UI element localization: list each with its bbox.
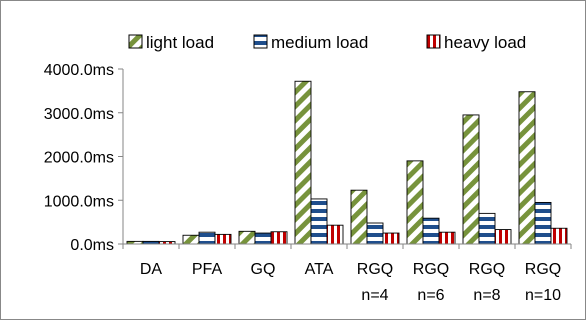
x-tick-label: RGQ n=10 bbox=[525, 261, 561, 304]
x-tick-label: RGQ n=6 bbox=[413, 261, 449, 304]
legend-label: medium load bbox=[271, 33, 368, 52]
y-tick-label: 2000.0ms bbox=[44, 150, 114, 167]
legend-label: light load bbox=[146, 33, 214, 52]
x-tick-label: RGQ n=8 bbox=[469, 261, 505, 304]
bar-heavy-load bbox=[494, 229, 512, 245]
bar-medium-load bbox=[422, 217, 440, 245]
x-tick-label: PFA bbox=[192, 261, 223, 278]
x-tick-label: GQ bbox=[251, 261, 276, 278]
bar-medium-load bbox=[534, 201, 552, 245]
bar-light-load bbox=[518, 91, 536, 245]
y-tick-label: 4000.0ms bbox=[44, 62, 114, 79]
bar-heavy-load bbox=[550, 227, 568, 245]
legend-swatch-medium-load bbox=[253, 34, 268, 49]
y-axis: 0.0ms 1000.0ms 2000.0ms 3000.0ms 4000.0ms bbox=[44, 62, 124, 254]
x-axis: DA PFA GQ ATA RGQ n=4 RGQ n=6 RGQ n=8 RGQ n=10 bbox=[122, 243, 572, 304]
bar-light-load bbox=[350, 189, 368, 245]
bar-medium-load bbox=[478, 212, 496, 245]
y-tick-label: 3000.0ms bbox=[44, 106, 114, 123]
legend-swatch-heavy-load bbox=[426, 34, 441, 49]
bar-light-load bbox=[462, 114, 480, 245]
bar-medium-load bbox=[366, 222, 384, 245]
legend-swatch-light-load bbox=[128, 34, 143, 49]
bar-heavy-load bbox=[382, 232, 400, 245]
x-tick-label: RGQ n=4 bbox=[357, 261, 393, 304]
bars-group bbox=[126, 80, 568, 245]
y-tick-label: 0.0ms bbox=[70, 237, 114, 254]
bar-heavy-load bbox=[270, 231, 288, 245]
bar-medium-load bbox=[254, 232, 272, 245]
x-tick-label: DA bbox=[140, 261, 163, 278]
x-tick-label: ATA bbox=[305, 261, 334, 278]
legend-label: heavy load bbox=[444, 33, 526, 52]
bar-medium-load bbox=[198, 231, 216, 245]
y-tick-label: 1000.0ms bbox=[44, 193, 114, 210]
bar-light-load bbox=[294, 80, 312, 245]
bar-light-load bbox=[406, 160, 424, 245]
bar-medium-load bbox=[310, 198, 328, 245]
bar-light-load bbox=[182, 234, 200, 245]
bar-light-load bbox=[238, 230, 256, 245]
bar-heavy-load bbox=[214, 233, 232, 245]
chart-legend: light load medium load heavy load bbox=[128, 33, 526, 52]
bar-heavy-load bbox=[326, 224, 344, 245]
bar-heavy-load bbox=[438, 231, 456, 245]
